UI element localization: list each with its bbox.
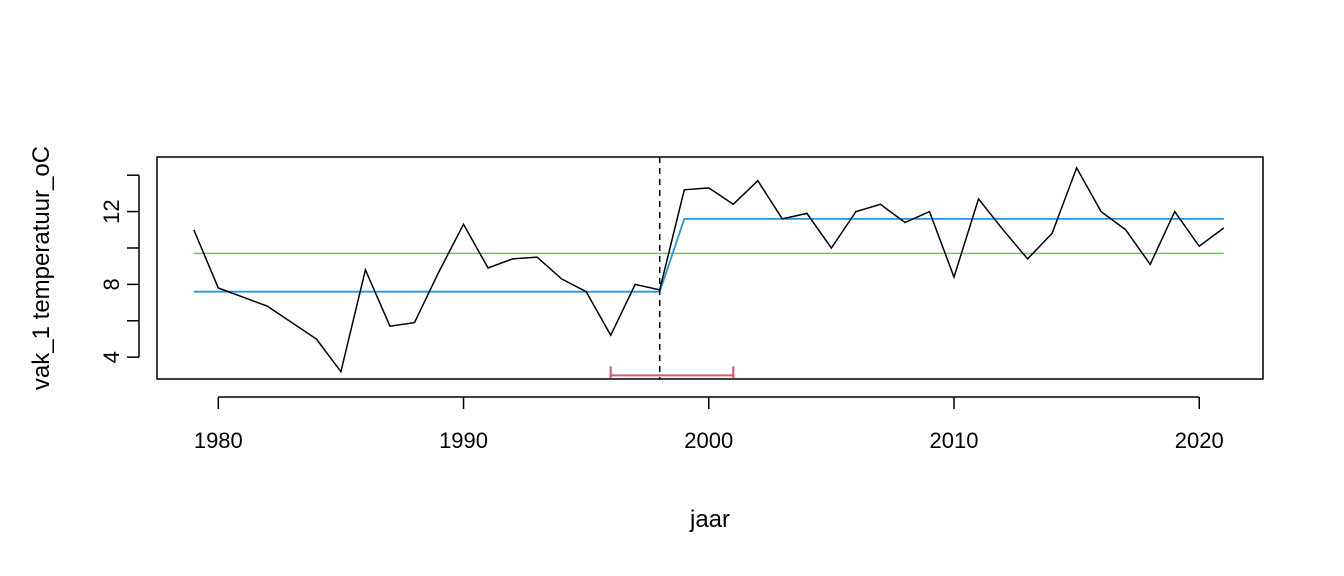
observed-series-line bbox=[193, 166, 1225, 374]
x-tick-label: 2010 bbox=[930, 428, 979, 453]
segment-means-line bbox=[193, 217, 1224, 293]
y-axis-title: vak_1 temperatuur_oC bbox=[28, 146, 55, 390]
y-tick-label: 12 bbox=[99, 199, 124, 223]
plot-frame bbox=[156, 156, 1264, 380]
x-tick-label: 2020 bbox=[1175, 428, 1224, 453]
y-tick-label: 4 bbox=[99, 351, 124, 363]
x-axis: 1980 1990 2000 2010 2020 bbox=[194, 396, 1224, 453]
x-tick-label: 1990 bbox=[439, 428, 488, 453]
x-tick-label: 2000 bbox=[684, 428, 733, 453]
changepoint-confidence-interval bbox=[609, 366, 735, 379]
x-axis-title: jaar bbox=[689, 506, 730, 533]
y-axis: 4 8 12 bbox=[99, 174, 140, 363]
series-layer bbox=[193, 157, 1225, 379]
y-tick-label: 8 bbox=[99, 278, 124, 290]
x-tick-label: 1980 bbox=[194, 428, 243, 453]
